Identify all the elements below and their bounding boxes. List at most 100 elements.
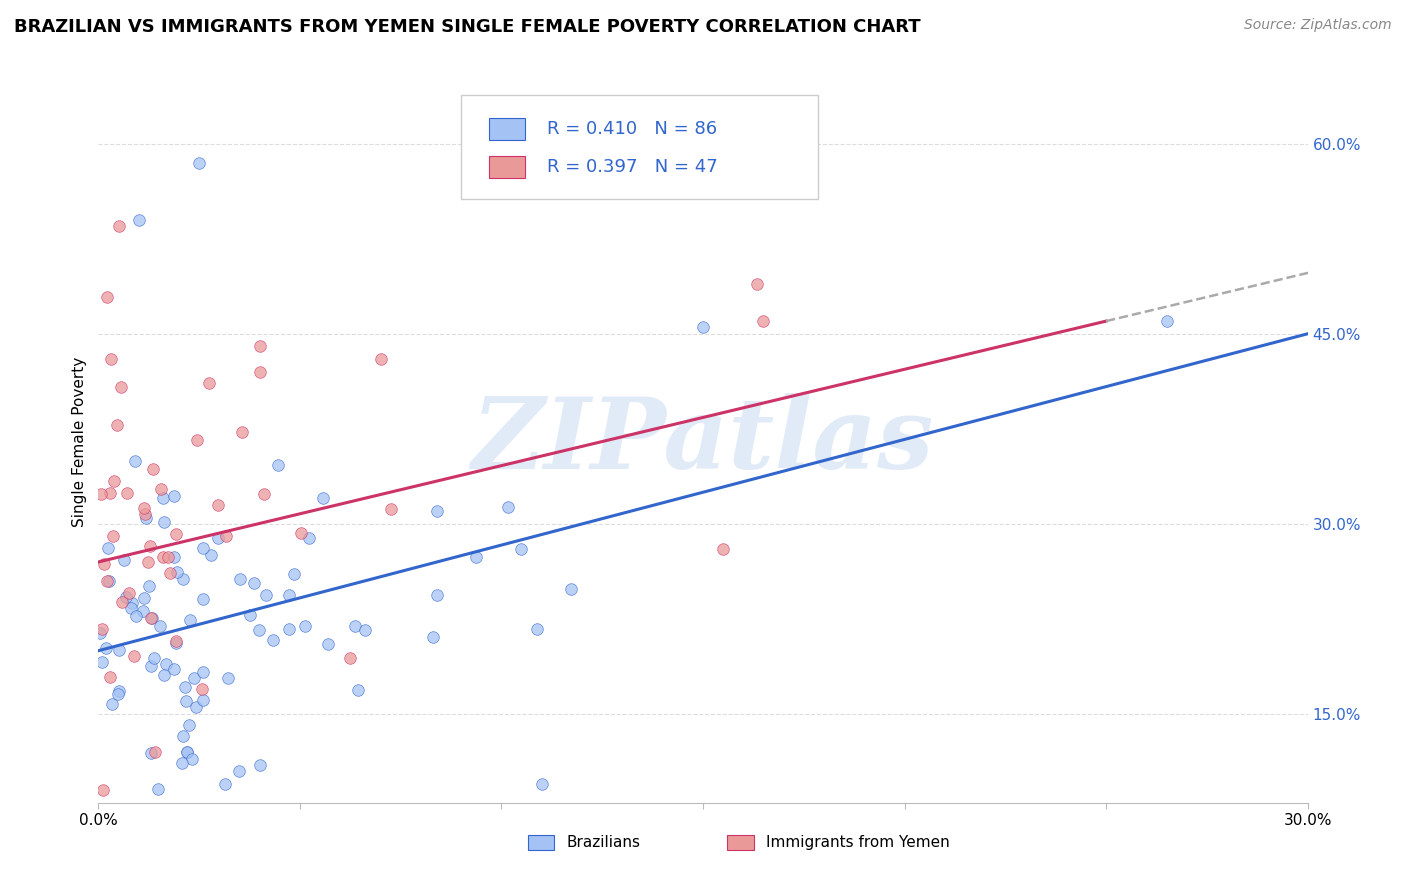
Point (266, 458, 288, 472)
Point (132, 591, 155, 606)
Point (228, 764, 250, 778)
Point (692, 320, 714, 334)
Text: ZIPatlas: ZIPatlas (472, 393, 934, 490)
FancyBboxPatch shape (527, 835, 554, 850)
Point (262, 633, 284, 648)
Point (157, 549, 180, 564)
Point (165, 634, 187, 648)
Point (186, 700, 208, 714)
Point (316, 637, 339, 651)
Point (426, 504, 449, 518)
Point (91, 656, 114, 670)
Point (143, 745, 166, 759)
Point (139, 539, 162, 553)
Point (278, 622, 301, 636)
Text: Immigrants from Yemen: Immigrants from Yemen (766, 835, 949, 850)
Point (124, 454, 146, 468)
Point (165, 635, 187, 649)
Point (176, 745, 198, 759)
Point (179, 613, 201, 627)
Point (107, 683, 129, 698)
Text: R = 0.397   N = 47: R = 0.397 N = 47 (547, 158, 718, 176)
Point (93, 558, 115, 572)
Point (128, 212, 150, 227)
Point (238, 607, 260, 622)
Point (370, 352, 392, 367)
Point (344, 619, 367, 633)
Point (207, 498, 229, 512)
Point (152, 668, 174, 682)
Point (166, 565, 188, 579)
Point (118, 586, 141, 600)
Point (256, 588, 278, 602)
Point (103, 474, 125, 488)
Point (380, 502, 402, 516)
Point (108, 643, 131, 657)
Point (243, 576, 266, 591)
Point (162, 662, 184, 676)
Point (142, 462, 165, 476)
Point (165, 526, 187, 541)
Point (120, 601, 142, 615)
Point (139, 611, 162, 625)
Point (139, 746, 162, 760)
Point (146, 781, 169, 796)
Point (152, 491, 174, 506)
Point (231, 425, 253, 439)
Point (193, 665, 215, 679)
Point (247, 624, 270, 638)
Point (163, 550, 186, 565)
Point (172, 756, 194, 770)
Point (298, 531, 321, 545)
Point (510, 541, 533, 556)
Point (711, 542, 734, 557)
Text: R = 0.410   N = 86: R = 0.410 N = 86 (547, 120, 717, 137)
Point (752, 314, 775, 328)
Point (173, 729, 195, 743)
Text: Brazilians: Brazilians (567, 835, 640, 850)
Point (174, 694, 197, 708)
Point (560, 582, 582, 597)
Point (177, 718, 200, 732)
Point (121, 596, 143, 610)
Point (290, 525, 312, 540)
Point (339, 651, 361, 665)
FancyBboxPatch shape (489, 118, 526, 139)
Point (135, 511, 157, 525)
Point (278, 588, 301, 602)
Point (141, 611, 163, 625)
Point (249, 339, 271, 353)
Point (98, 669, 121, 683)
Point (101, 529, 124, 543)
Point (138, 579, 160, 593)
Point (100, 352, 122, 367)
Point (249, 757, 271, 772)
Point (150, 482, 173, 496)
Point (105, 417, 128, 432)
Point (745, 277, 768, 291)
Point (142, 651, 165, 665)
Point (122, 649, 145, 664)
Point (159, 566, 181, 581)
Point (155, 657, 177, 671)
Point (530, 777, 553, 791)
Point (229, 572, 252, 586)
Point (115, 590, 138, 604)
Point (217, 671, 239, 685)
Point (191, 592, 214, 607)
Point (139, 658, 162, 673)
Point (183, 672, 205, 686)
Point (283, 566, 305, 581)
Point (207, 531, 229, 545)
Point (107, 687, 129, 701)
Point (253, 487, 276, 501)
Point (132, 500, 155, 515)
Point (97, 541, 120, 555)
Point (172, 572, 194, 586)
Point (134, 507, 156, 521)
Point (353, 623, 375, 637)
Point (215, 529, 238, 543)
Point (101, 697, 124, 711)
Point (191, 681, 214, 696)
Point (98, 485, 121, 500)
